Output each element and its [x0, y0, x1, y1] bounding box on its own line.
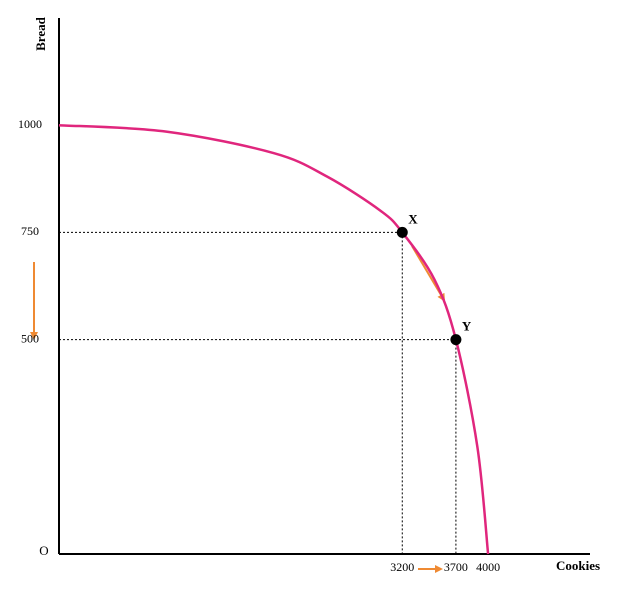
origin-label: O: [39, 543, 48, 558]
x-tick-label: 4000: [476, 560, 500, 574]
y-tick-label: 1000: [18, 117, 42, 131]
y-tick-label: 500: [21, 331, 39, 345]
x-tick-label: 3200: [390, 560, 414, 574]
y-axis-title: Bread: [33, 16, 48, 50]
point: [450, 334, 462, 346]
x-tick-label: 3700: [444, 560, 468, 574]
point-label: X: [408, 211, 418, 226]
y-tick-label: 750: [21, 224, 39, 238]
ppf-curve: [58, 123, 490, 555]
point-label: Y: [462, 319, 472, 334]
x-axis-title: Cookies: [556, 558, 600, 573]
point: [396, 226, 408, 238]
